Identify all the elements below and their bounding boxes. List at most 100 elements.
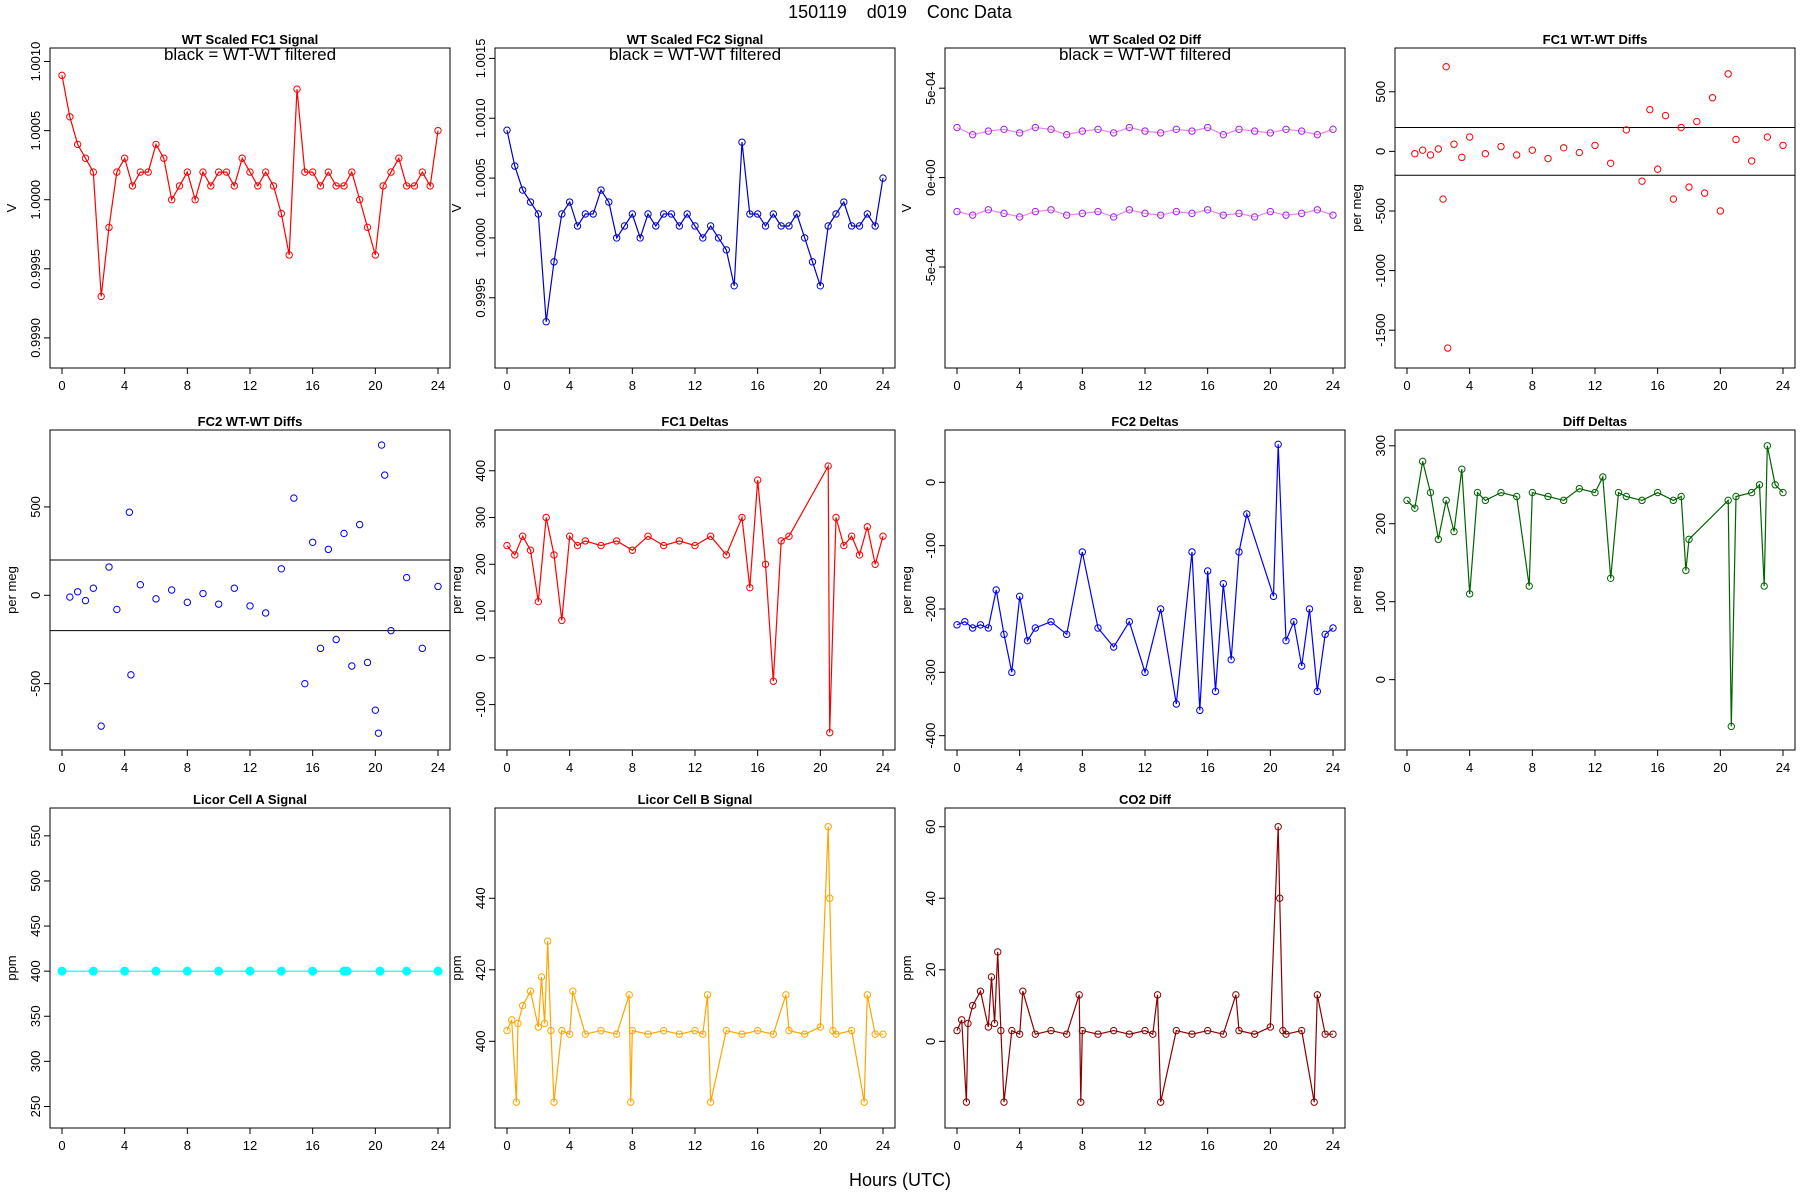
data-point bbox=[769, 1030, 778, 1038]
data-point bbox=[1243, 510, 1251, 518]
data-point bbox=[832, 1030, 840, 1038]
data-point bbox=[238, 154, 246, 162]
data-point bbox=[1779, 141, 1787, 150]
data-point bbox=[125, 508, 134, 516]
data-point bbox=[1473, 488, 1482, 497]
data-point bbox=[371, 251, 380, 259]
series-1 bbox=[57, 966, 443, 976]
data-point bbox=[1747, 488, 1756, 497]
data-point bbox=[1000, 630, 1008, 639]
data-point bbox=[1544, 492, 1552, 501]
y-axis-label: per meg bbox=[449, 566, 464, 614]
x-tick-label: 16 bbox=[1650, 378, 1664, 393]
data-point bbox=[1078, 1026, 1087, 1035]
y-tick-label: -100 bbox=[473, 692, 488, 718]
data-point bbox=[387, 626, 395, 635]
data-point bbox=[1062, 211, 1071, 219]
data-point bbox=[782, 991, 790, 999]
data-point bbox=[1779, 488, 1787, 497]
data-point bbox=[1047, 206, 1055, 214]
data-point bbox=[994, 948, 1002, 956]
data-point bbox=[612, 1030, 621, 1038]
data-point bbox=[1188, 548, 1196, 556]
data-point bbox=[785, 1026, 793, 1035]
data-point bbox=[503, 1026, 511, 1035]
data-point bbox=[88, 966, 98, 976]
data-point bbox=[992, 586, 1000, 594]
y-tick-label: -400 bbox=[923, 723, 938, 749]
y-tick-label: -200 bbox=[923, 596, 938, 622]
data-point bbox=[1282, 636, 1290, 645]
y-tick-label: 0 bbox=[923, 479, 938, 486]
data-point bbox=[816, 1023, 825, 1031]
data-point bbox=[1465, 590, 1474, 598]
data-point bbox=[691, 541, 699, 550]
data-point bbox=[961, 617, 969, 626]
y-tick-label: 500 bbox=[28, 870, 43, 892]
x-tick-label: 20 bbox=[368, 760, 382, 775]
y-axis-label: V bbox=[899, 203, 914, 212]
chart-title: FC2 WT-WT Diffs bbox=[198, 414, 303, 429]
x-tick-label: 12 bbox=[1138, 378, 1152, 393]
y-axis-label: per meg bbox=[899, 566, 914, 614]
data-point bbox=[964, 1019, 972, 1028]
data-point bbox=[1141, 668, 1149, 677]
data-point bbox=[769, 677, 778, 685]
x-tick-label: 0 bbox=[503, 378, 510, 393]
data-point bbox=[308, 538, 317, 546]
data-point bbox=[706, 222, 715, 230]
data-point bbox=[199, 589, 207, 598]
data-point bbox=[984, 1023, 993, 1031]
x-axis-label: Hours (UTC) bbox=[849, 1170, 951, 1190]
x-tick-label: 0 bbox=[1403, 760, 1410, 775]
data-point bbox=[246, 168, 254, 176]
data-point bbox=[1235, 548, 1243, 556]
data-point bbox=[826, 894, 834, 902]
data-point bbox=[1724, 70, 1732, 78]
data-point bbox=[550, 258, 558, 266]
data-point bbox=[550, 551, 558, 559]
data-point bbox=[1094, 1030, 1102, 1038]
x-tick-label: 24 bbox=[876, 1138, 890, 1153]
data-point bbox=[730, 282, 738, 290]
x-tick-label: 20 bbox=[813, 378, 827, 393]
data-point bbox=[1219, 579, 1228, 588]
data-point bbox=[402, 573, 411, 582]
data-point bbox=[1156, 1098, 1165, 1106]
data-point bbox=[1716, 207, 1725, 215]
data-point bbox=[832, 210, 840, 218]
data-point bbox=[1266, 1023, 1275, 1031]
data-point bbox=[324, 168, 333, 176]
data-point bbox=[1329, 624, 1337, 632]
data-point bbox=[1250, 213, 1259, 221]
data-point bbox=[175, 182, 184, 190]
data-point bbox=[246, 602, 254, 610]
data-point bbox=[1188, 127, 1196, 135]
x-tick-label: 0 bbox=[1403, 378, 1410, 393]
x-tick-label: 12 bbox=[688, 760, 702, 775]
x-tick-label: 12 bbox=[688, 1138, 702, 1153]
data-point bbox=[714, 234, 723, 242]
data-point bbox=[953, 207, 961, 216]
x-tick-label: 4 bbox=[1466, 760, 1473, 775]
data-point bbox=[1232, 991, 1240, 999]
chart-panel-9: Licor Cell A Signal 0 4 8 12 16 20 24 550 500 450 4… bbox=[4, 792, 451, 1153]
x-tick-label: 16 bbox=[750, 760, 764, 775]
data-point bbox=[1444, 344, 1452, 352]
data-point bbox=[968, 130, 977, 139]
data-point bbox=[1235, 125, 1243, 134]
data-point bbox=[1078, 548, 1087, 556]
x-tick-label: 8 bbox=[184, 760, 191, 775]
series-line bbox=[1406, 445, 1784, 727]
data-point bbox=[840, 541, 848, 550]
data-point bbox=[581, 1030, 590, 1038]
y-tick-label: 1.0000 bbox=[473, 218, 488, 258]
series-line bbox=[506, 463, 884, 733]
data-point bbox=[1000, 209, 1008, 218]
data-point bbox=[1282, 125, 1290, 134]
plot-frame bbox=[944, 429, 1346, 751]
y-tick-label: 100 bbox=[1373, 591, 1388, 613]
data-point bbox=[1149, 1030, 1157, 1038]
series-line bbox=[506, 826, 883, 1103]
chart-title: FC2 Deltas bbox=[1111, 414, 1178, 429]
